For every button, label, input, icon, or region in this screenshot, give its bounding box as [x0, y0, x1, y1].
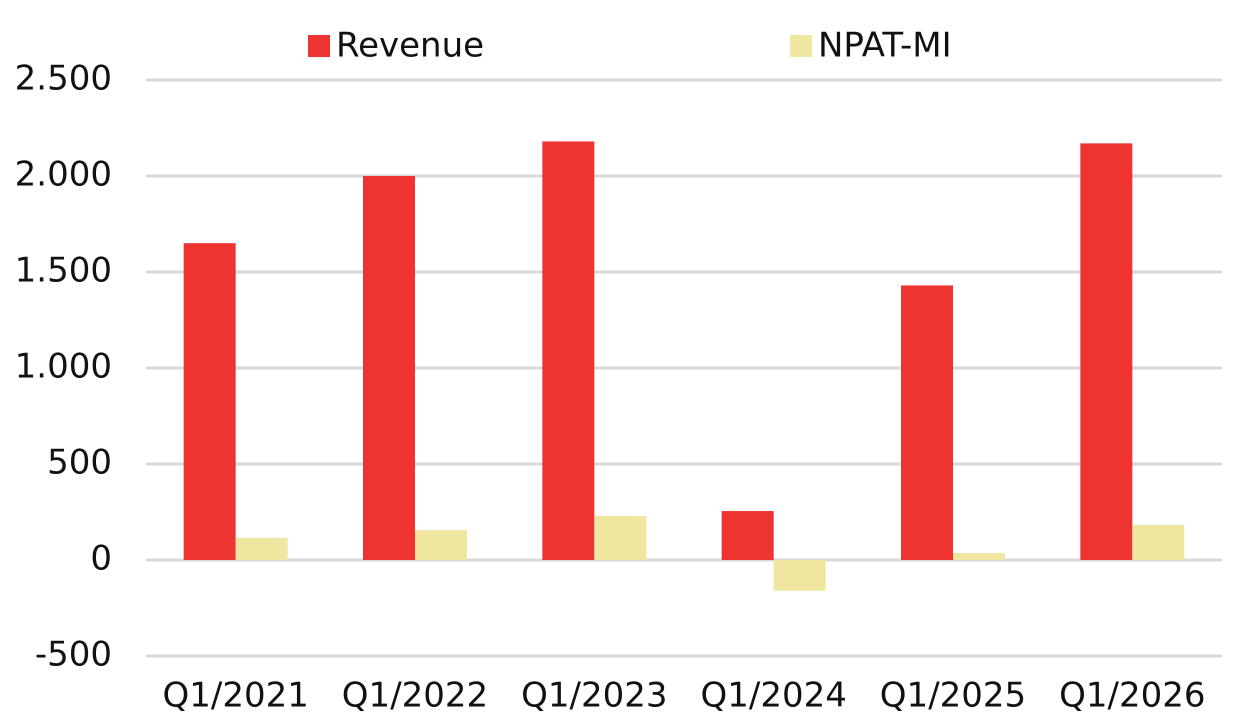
bar	[773, 560, 826, 591]
legend-swatch	[308, 35, 330, 57]
bar	[1080, 143, 1133, 561]
x-tick-label: Q1/2024	[700, 676, 846, 716]
bar	[594, 516, 647, 560]
y-tick-label: -500	[35, 635, 112, 675]
y-tick-label: 1.000	[15, 347, 112, 387]
bar	[235, 537, 288, 560]
bar	[415, 530, 467, 560]
y-tick-label: 2.000	[15, 155, 112, 195]
x-tick-label: Q1/2022	[342, 676, 488, 716]
bar	[953, 553, 1005, 560]
bar	[1132, 525, 1185, 560]
bar	[721, 511, 774, 560]
y-tick-label: 2.500	[15, 59, 112, 99]
bar	[183, 243, 236, 560]
legend-swatch	[790, 35, 812, 57]
y-tick-label: 500	[47, 443, 112, 483]
x-tick-label: Q1/2025	[880, 676, 1026, 716]
legend-label: NPAT-MI	[818, 26, 952, 66]
y-tick-label: 0	[90, 539, 112, 579]
x-tick-label: Q1/2023	[521, 676, 667, 716]
x-tick-label: Q1/2026	[1059, 676, 1205, 716]
bar	[542, 141, 595, 560]
y-tick-label: 1.500	[15, 251, 112, 291]
bar	[901, 285, 953, 560]
bar	[363, 176, 415, 560]
x-tick-label: Q1/2021	[162, 676, 308, 716]
legend-label: Revenue	[336, 26, 484, 66]
